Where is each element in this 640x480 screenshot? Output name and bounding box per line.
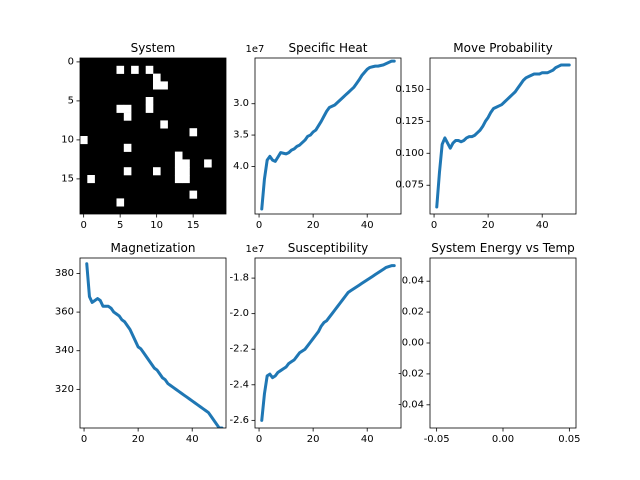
system-xtick-label: 10 xyxy=(150,220,163,231)
move-probability-axes-frame xyxy=(429,57,577,215)
energy-vs-temp-xtick-label: 0.05 xyxy=(558,434,580,445)
magnetization-series-line xyxy=(85,262,224,428)
specific-heat-ytick-label: 4.0 xyxy=(233,161,249,172)
system-cell xyxy=(189,128,198,137)
system-cell xyxy=(145,65,154,74)
specific-heat-offset-label: 1e7 xyxy=(246,44,265,55)
energy-vs-temp-title: System Energy vs Temp xyxy=(431,241,575,255)
system-title: System xyxy=(131,41,176,55)
system-cell xyxy=(123,167,132,176)
system-cell xyxy=(131,65,139,74)
system-ytick-label: 10 xyxy=(61,134,74,145)
system-cell xyxy=(123,104,132,113)
system-cell xyxy=(182,167,190,176)
system-cell xyxy=(153,167,161,176)
susceptibility-series-line xyxy=(260,264,396,422)
system-cell xyxy=(174,167,183,176)
magnetization-ytick-label: 380 xyxy=(55,268,74,279)
magnetization-xtick-label: 40 xyxy=(186,434,199,445)
system-cell xyxy=(174,175,183,184)
susceptibility-ytick-label: -2.0 xyxy=(229,308,249,319)
magnetization-panel: 0 20 40 320 340 360 380 Magnetization xyxy=(55,241,227,445)
system-cell xyxy=(153,73,161,82)
susceptibility-panel: 0 20 40 -2.6 -2.4 -2.2 -2.0 -1.8 1e7 Susceptibili… xyxy=(229,241,402,445)
susceptibility-ytick-label: -2.4 xyxy=(229,379,249,390)
magnetization-axes-frame xyxy=(79,257,227,429)
specific-heat-series-line xyxy=(260,59,396,211)
energy-vs-temp-panel: -0.05 0.00 0.05 -0.04 -0.02 0.00 0.02 0.04 Syste… xyxy=(398,241,580,445)
system-cell xyxy=(160,120,168,129)
system-cell xyxy=(116,65,125,74)
system-ytick-label: 5 xyxy=(68,95,74,106)
energy-vs-temp-ytick-label: 0.04 xyxy=(402,276,424,287)
move-probability-ytick-label: 0.125 xyxy=(395,116,424,127)
system-cell xyxy=(145,104,154,113)
specific-heat-xtick-label: 20 xyxy=(307,220,320,231)
specific-heat-xtick-label: 40 xyxy=(361,220,374,231)
move-probability-ytick-label: 0.150 xyxy=(395,84,424,95)
specific-heat-panel: 0 20 40 4.0 3.5 3.0 1e7 Specific Heat xyxy=(233,41,402,231)
system-cell xyxy=(87,175,95,184)
energy-vs-temp-ytick-label: 0.00 xyxy=(402,338,424,349)
system-ytick-label: 15 xyxy=(61,173,74,184)
system-cell xyxy=(153,81,161,90)
specific-heat-axes-frame xyxy=(254,57,402,215)
magnetization-ytick-label: 360 xyxy=(55,307,74,318)
energy-vs-temp-ytick-label: -0.02 xyxy=(398,368,424,379)
energy-vs-temp-ytick-label: 0.02 xyxy=(402,307,424,318)
energy-vs-temp-xtick-label: -0.05 xyxy=(424,434,450,445)
magnetization-title: Magnetization xyxy=(111,241,196,255)
move-probability-xtick-label: 20 xyxy=(482,220,495,231)
move-probability-title: Move Probability xyxy=(453,41,552,55)
susceptibility-offset-label: 1e7 xyxy=(246,244,265,255)
susceptibility-ytick-label: -1.8 xyxy=(229,273,249,284)
specific-heat-xtick-label: 0 xyxy=(256,220,262,231)
magnetization-xtick-label: 0 xyxy=(81,434,87,445)
system-cell xyxy=(145,97,154,106)
system-xtick-label: 5 xyxy=(117,220,123,231)
system-cell xyxy=(123,112,132,121)
susceptibility-xtick-label: 20 xyxy=(307,434,320,445)
system-cell xyxy=(116,104,125,113)
energy-vs-temp-ytick-label: -0.04 xyxy=(398,399,424,410)
system-cell xyxy=(80,136,88,145)
move-probability-series-line xyxy=(435,63,571,209)
specific-heat-ytick-label: 3.0 xyxy=(233,98,249,109)
system-cell xyxy=(160,81,168,90)
system-axes-frame xyxy=(79,57,227,215)
move-probability-xtick-label: 0 xyxy=(431,220,437,231)
move-probability-ytick-label: 0.075 xyxy=(395,180,424,191)
system-cell xyxy=(182,175,190,184)
susceptibility-ytick-label: -2.2 xyxy=(229,344,249,355)
system-cell xyxy=(189,190,198,199)
move-probability-ytick-label: 0.100 xyxy=(395,148,424,159)
system-cell xyxy=(116,198,125,207)
susceptibility-axes-frame xyxy=(254,257,402,429)
magnetization-ytick-label: 340 xyxy=(55,345,74,356)
system-cell xyxy=(182,159,190,168)
system-cell xyxy=(174,159,183,168)
system-cell xyxy=(123,143,132,152)
system-panel: 0 5 10 15 0 5 10 15 System xyxy=(61,41,227,231)
susceptibility-title: Susceptibility xyxy=(288,241,369,255)
specific-heat-ytick-label: 3.5 xyxy=(233,130,249,141)
magnetization-ytick-label: 320 xyxy=(55,384,74,395)
susceptibility-ytick-label: -2.6 xyxy=(229,415,249,426)
move-probability-panel: 0 20 40 0.075 0.100 0.125 0.150 Move Probabilit… xyxy=(395,41,577,231)
system-xtick-label: 15 xyxy=(187,220,200,231)
susceptibility-xtick-label: 40 xyxy=(361,434,374,445)
energy-vs-temp-axes-frame xyxy=(429,257,577,429)
system-cell xyxy=(204,159,212,168)
system-ytick-label: 0 xyxy=(68,56,74,67)
move-probability-xtick-label: 40 xyxy=(536,220,549,231)
specific-heat-title: Specific Heat xyxy=(289,41,368,55)
system-xtick-label: 0 xyxy=(80,220,86,231)
magnetization-xtick-label: 20 xyxy=(132,434,145,445)
energy-vs-temp-xtick-label: 0.00 xyxy=(492,434,514,445)
system-cell xyxy=(174,151,183,160)
susceptibility-xtick-label: 0 xyxy=(256,434,262,445)
